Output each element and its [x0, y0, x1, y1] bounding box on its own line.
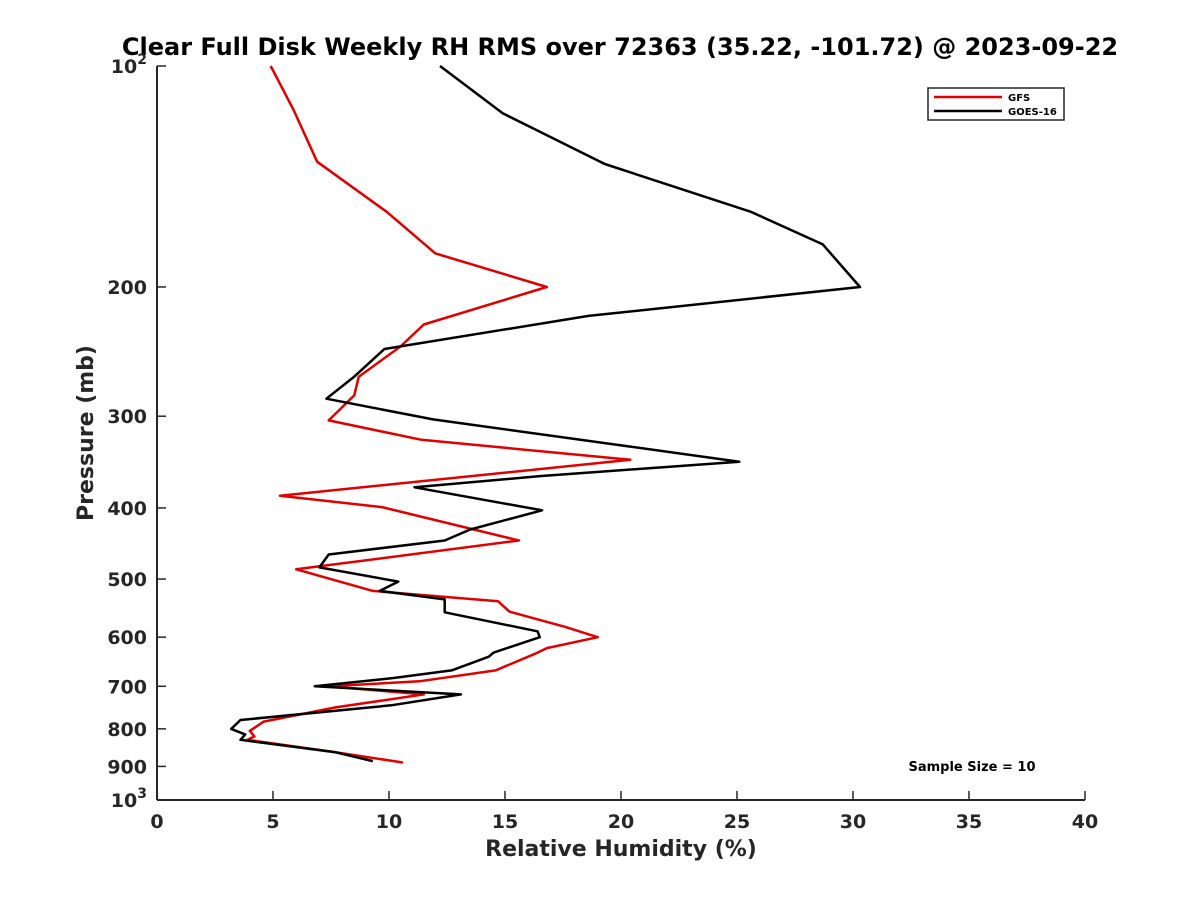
y-tick-base: 500	[107, 569, 147, 591]
y-tick-label: 500	[107, 569, 147, 591]
y-tick-label: 900	[107, 756, 147, 778]
y-tick-base: 200	[107, 277, 147, 299]
y-tick-label: 600	[107, 627, 147, 649]
axes-layer	[156, 66, 1085, 801]
legend-label-goes16: GOES-16	[1008, 107, 1057, 118]
y-tick-base: 900	[107, 756, 147, 778]
y-tick-label: 700	[107, 676, 147, 698]
y-tick-label: 200	[107, 277, 147, 299]
x-tick-label: 0	[150, 811, 163, 833]
legend-label-gfs: GFS	[1008, 93, 1030, 104]
y-tick-label: 103	[111, 786, 147, 812]
y-tick-exponent: 3	[137, 786, 147, 802]
x-tick-label: 15	[492, 811, 518, 833]
x-tick-label: 35	[956, 811, 982, 833]
legend-box	[927, 87, 1065, 121]
sample-size-annotation: Sample Size = 10	[908, 760, 1035, 775]
y-tick-label: 800	[107, 719, 147, 741]
y-axis-label: Pressure (mb)	[74, 345, 99, 521]
y-tick-base: 700	[107, 676, 147, 698]
y-tick-base: 300	[107, 406, 147, 428]
x-tick-label: 30	[840, 811, 866, 833]
y-tick-base: 600	[107, 627, 147, 649]
x-axis-label: Relative Humidity (%)	[485, 837, 757, 862]
y-tick-exponent: 2	[137, 52, 147, 68]
x-ticks: 0 5 10 15 20 25 30 35 40	[150, 791, 1098, 833]
x-tick-label: 5	[266, 811, 279, 833]
x-tick-label: 10	[376, 811, 402, 833]
y-tick-base: 10	[111, 56, 137, 78]
y-tick-label: 102	[111, 52, 147, 78]
legend: GFS GOES-16	[927, 87, 1065, 121]
series-layer	[229, 65, 862, 764]
x-tick-label: 20	[608, 811, 634, 833]
series-line-gfs	[246, 65, 632, 764]
x-tick-label: 25	[724, 811, 750, 833]
chart-title: Clear Full Disk Weekly RH RMS over 72363…	[122, 33, 1118, 61]
y-tick-label: 400	[107, 498, 147, 520]
y-tick-base: 10	[111, 790, 137, 812]
y-tick-base: 800	[107, 719, 147, 741]
series-line-goes-16	[229, 65, 862, 763]
x-tick-label: 40	[1072, 811, 1098, 833]
y-tick-label: 300	[107, 406, 147, 428]
y-tick-base: 400	[107, 498, 147, 520]
